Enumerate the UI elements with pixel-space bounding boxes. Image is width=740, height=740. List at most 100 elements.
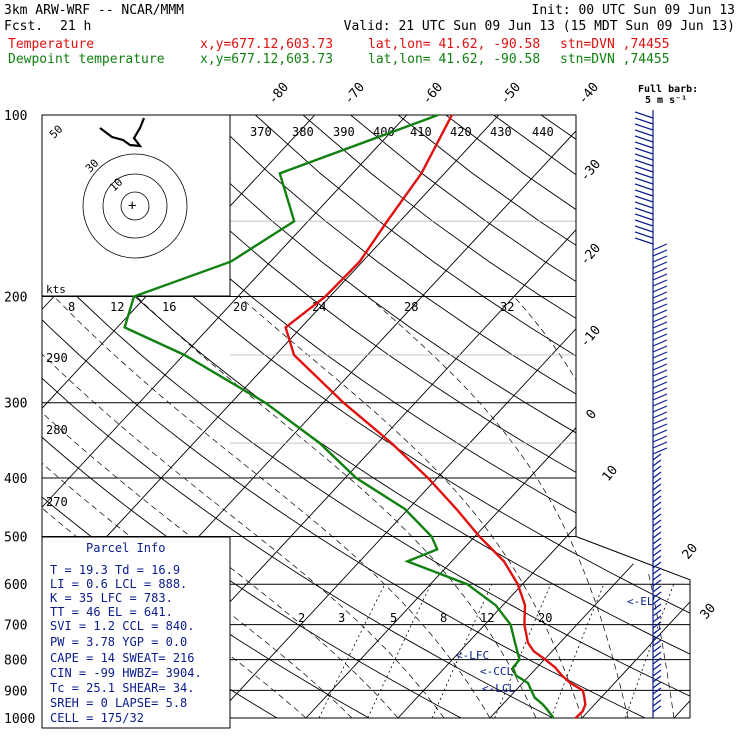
parcel-line-7: CAPE = 14 SWEAT= 216 [50,651,195,665]
isotherm-label-30: 30 [698,601,720,623]
wind-barb [652,663,662,671]
temperature-stn: stn=DVN ,74455 [560,37,670,52]
wind-barb [652,627,662,635]
isotherm--60 [42,115,408,718]
wind-barb [652,519,662,527]
temperature-point-800 [544,658,547,661]
dry-adiabat-440 [540,115,690,718]
wind-barb [652,261,668,269]
wind-barb-column [634,110,668,718]
theta-label-390: 390 [333,125,355,139]
dewpoint-point-175 [230,260,232,263]
wind-barb [652,315,668,323]
temperature-point-450 [455,508,458,510]
mixing-ratio-label-8: 8 [440,611,447,625]
wind-barb [652,537,662,545]
parcel-info-frame [41,536,231,729]
wind-barb [634,159,654,167]
pressure-label-200: 200 [4,291,27,306]
parcel-line-10: SREH = 0 LAPSE= 5.8 [50,696,187,710]
parcel-line-4: TT = 46 EL = 641. [50,605,173,619]
temperature-point-350 [390,442,393,444]
wind-barb [634,237,654,245]
wind-barb [652,669,662,677]
wind-barb [652,333,668,341]
dewpoint-point-975 [547,710,550,713]
dry-adiabat-310 [42,115,690,718]
hodograph-trace [99,117,146,148]
wind-barb [652,435,668,443]
isotherm-label--60: -60 [420,80,447,108]
temperature-point-850 [561,674,563,677]
moist-adiabat-25 [367,296,629,718]
mixing-ratio-label-20: 20 [538,611,552,625]
pressure-label-1000: 1000 [4,712,35,727]
wind-barb [634,129,654,137]
lfc-marker: <-LFC [456,649,489,662]
parcel-line-2: LI = 0.6 LCL = 888. [50,577,187,591]
temperature-profile-line [284,114,587,719]
wind-barb [652,447,668,455]
dewpoint-point-950 [542,703,544,706]
theta-label-280: 280 [46,423,68,437]
temperature-point-100 [451,114,453,116]
wind-barb [652,495,662,503]
dewpoint-latlon: lat,lon= 41.62, -90.58 [368,52,540,67]
theta-label-400: 400 [373,125,395,139]
wind-barb [634,231,654,239]
hodograph-kts-label: kts [46,283,66,296]
dewpoint-point-150 [293,220,296,222]
dewpoint-point-800 [518,658,521,661]
wind-barb [652,549,662,557]
wind-barb [652,471,662,479]
dewpoint-point-500 [430,535,433,538]
parcel-info-panel: Parcel Info T = 19.3 Td = 16.9 LI = 0.6 … [41,536,231,729]
wind-barb [652,633,662,641]
wind-barb [652,705,662,713]
wind-barb [652,363,668,371]
dewpoint-point-350 [318,442,321,444]
wind-barb [634,177,654,185]
temperature-point-650 [524,604,526,606]
mixing-ratio-label-3: 3 [338,611,345,625]
wind-barb [652,621,662,629]
fcst-hours: 21 h [60,19,91,34]
temperature-point-225 [284,326,287,329]
isotherm-30 [673,115,690,718]
dewpoint-point-450 [404,508,406,510]
wind-barb [652,267,668,275]
wind-barb [652,321,668,329]
isotherm-label--80: -80 [266,80,293,108]
wind-barb [652,477,662,485]
isotherm-label--50: -50 [498,80,525,108]
hodograph-inset: + 50 30 10 kts [41,114,231,297]
dewpoint-point-750 [514,641,516,644]
wind-barb [652,675,662,683]
theta-label-440: 440 [532,125,554,139]
temperature-point-500 [478,535,481,538]
dewpoint-legend-label: Dewpoint temperature [8,52,165,67]
barb-key-line2: 5 m s⁻¹ [645,95,687,106]
parcel-line-5: SVI = 1.2 CCL = 840. [50,619,195,633]
isotherm-label--40: -40 [576,80,603,108]
temperature-point-600 [517,583,519,585]
wind-barb [652,249,668,257]
wind-barb [652,297,668,305]
isotherm--50 [42,115,500,718]
mr-top-label-12: 12 [110,300,124,314]
temperature-latlon: lat,lon= 41.62, -90.58 [368,37,540,52]
dry-adiabat-450 [588,115,690,718]
isotherm-10 [489,115,690,718]
dewpoint-point-100 [437,114,439,116]
wind-barb [652,453,662,461]
barb-key-line1: Full barb: [638,84,698,95]
mixing-ratio-label-2: 2 [298,611,305,625]
theta-label-370: 370 [250,125,272,139]
temperature-point-975 [581,710,584,713]
el-marker: <-EL [627,595,654,608]
theta-label-410: 410 [410,125,432,139]
wind-barb [634,225,654,233]
wind-barb [652,639,662,647]
mr-top-label-20: 20 [233,300,247,314]
